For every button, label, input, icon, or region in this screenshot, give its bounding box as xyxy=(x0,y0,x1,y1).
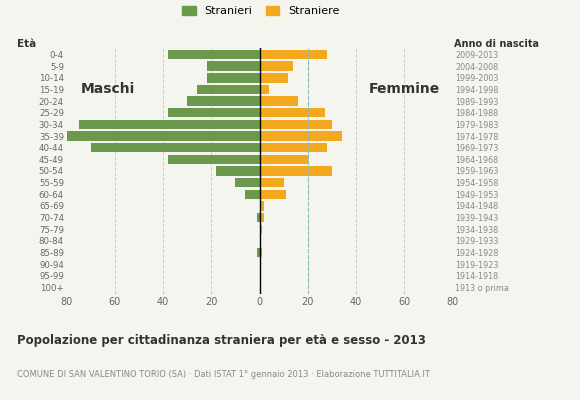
Bar xyxy=(235,178,260,188)
Bar xyxy=(260,108,325,118)
Bar xyxy=(79,120,260,129)
Bar xyxy=(260,248,262,257)
Bar xyxy=(91,143,260,152)
Bar xyxy=(168,108,260,118)
Text: COMUNE DI SAN VALENTINO TORIO (SA) · Dati ISTAT 1° gennaio 2013 · Elaborazione T: COMUNE DI SAN VALENTINO TORIO (SA) · Dat… xyxy=(17,370,430,379)
Bar xyxy=(197,85,260,94)
Bar xyxy=(260,213,264,222)
Text: Età: Età xyxy=(17,39,37,49)
Bar xyxy=(260,85,269,94)
Bar xyxy=(187,96,260,106)
Bar xyxy=(260,190,286,199)
Bar xyxy=(260,224,262,234)
Bar xyxy=(260,120,332,129)
Bar xyxy=(206,73,260,82)
Text: Maschi: Maschi xyxy=(81,82,135,96)
Bar xyxy=(245,190,260,199)
Text: Popolazione per cittadinanza straniera per età e sesso - 2013: Popolazione per cittadinanza straniera p… xyxy=(17,334,426,347)
Bar xyxy=(260,178,284,188)
Bar xyxy=(260,96,298,106)
Text: Femmine: Femmine xyxy=(368,82,440,96)
Bar xyxy=(260,50,327,59)
Bar xyxy=(260,166,332,176)
Bar xyxy=(257,248,260,257)
Bar xyxy=(168,154,260,164)
Bar xyxy=(62,131,260,141)
Bar xyxy=(260,131,342,141)
Bar xyxy=(260,201,264,211)
Bar xyxy=(206,61,260,71)
Bar xyxy=(216,166,260,176)
Bar xyxy=(260,154,308,164)
Bar xyxy=(257,213,260,222)
Legend: Stranieri, Straniere: Stranieri, Straniere xyxy=(183,6,339,16)
Text: Anno di nascita: Anno di nascita xyxy=(454,39,539,49)
Bar xyxy=(260,73,288,82)
Bar xyxy=(260,143,327,152)
Bar xyxy=(168,50,260,59)
Bar xyxy=(260,61,293,71)
